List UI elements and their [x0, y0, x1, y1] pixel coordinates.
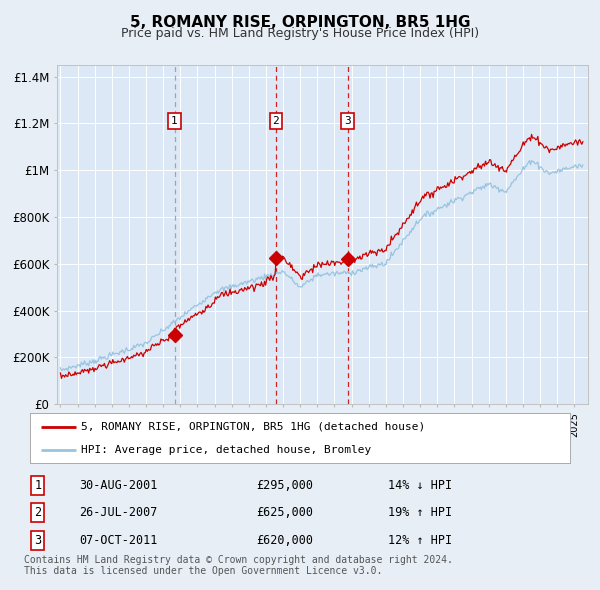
- Text: 30-AUG-2001: 30-AUG-2001: [79, 479, 158, 492]
- Text: 1: 1: [171, 116, 178, 126]
- Text: 5, ROMANY RISE, ORPINGTON, BR5 1HG: 5, ROMANY RISE, ORPINGTON, BR5 1HG: [130, 15, 470, 30]
- Text: £620,000: £620,000: [256, 535, 313, 548]
- Text: 12% ↑ HPI: 12% ↑ HPI: [388, 535, 452, 548]
- Text: Contains HM Land Registry data © Crown copyright and database right 2024.
This d: Contains HM Land Registry data © Crown c…: [24, 555, 453, 576]
- Text: Price paid vs. HM Land Registry's House Price Index (HPI): Price paid vs. HM Land Registry's House …: [121, 27, 479, 40]
- Text: 3: 3: [34, 535, 41, 548]
- Text: £625,000: £625,000: [256, 506, 313, 519]
- Text: £295,000: £295,000: [256, 479, 313, 492]
- Text: 2: 2: [34, 506, 41, 519]
- Text: 1: 1: [34, 479, 41, 492]
- Text: 2: 2: [272, 116, 279, 126]
- Text: HPI: Average price, detached house, Bromley: HPI: Average price, detached house, Brom…: [82, 445, 371, 455]
- Text: 14% ↓ HPI: 14% ↓ HPI: [388, 479, 452, 492]
- Text: 07-OCT-2011: 07-OCT-2011: [79, 535, 158, 548]
- Text: 3: 3: [344, 116, 351, 126]
- Text: 19% ↑ HPI: 19% ↑ HPI: [388, 506, 452, 519]
- Text: 5, ROMANY RISE, ORPINGTON, BR5 1HG (detached house): 5, ROMANY RISE, ORPINGTON, BR5 1HG (deta…: [82, 421, 425, 431]
- Text: 26-JUL-2007: 26-JUL-2007: [79, 506, 158, 519]
